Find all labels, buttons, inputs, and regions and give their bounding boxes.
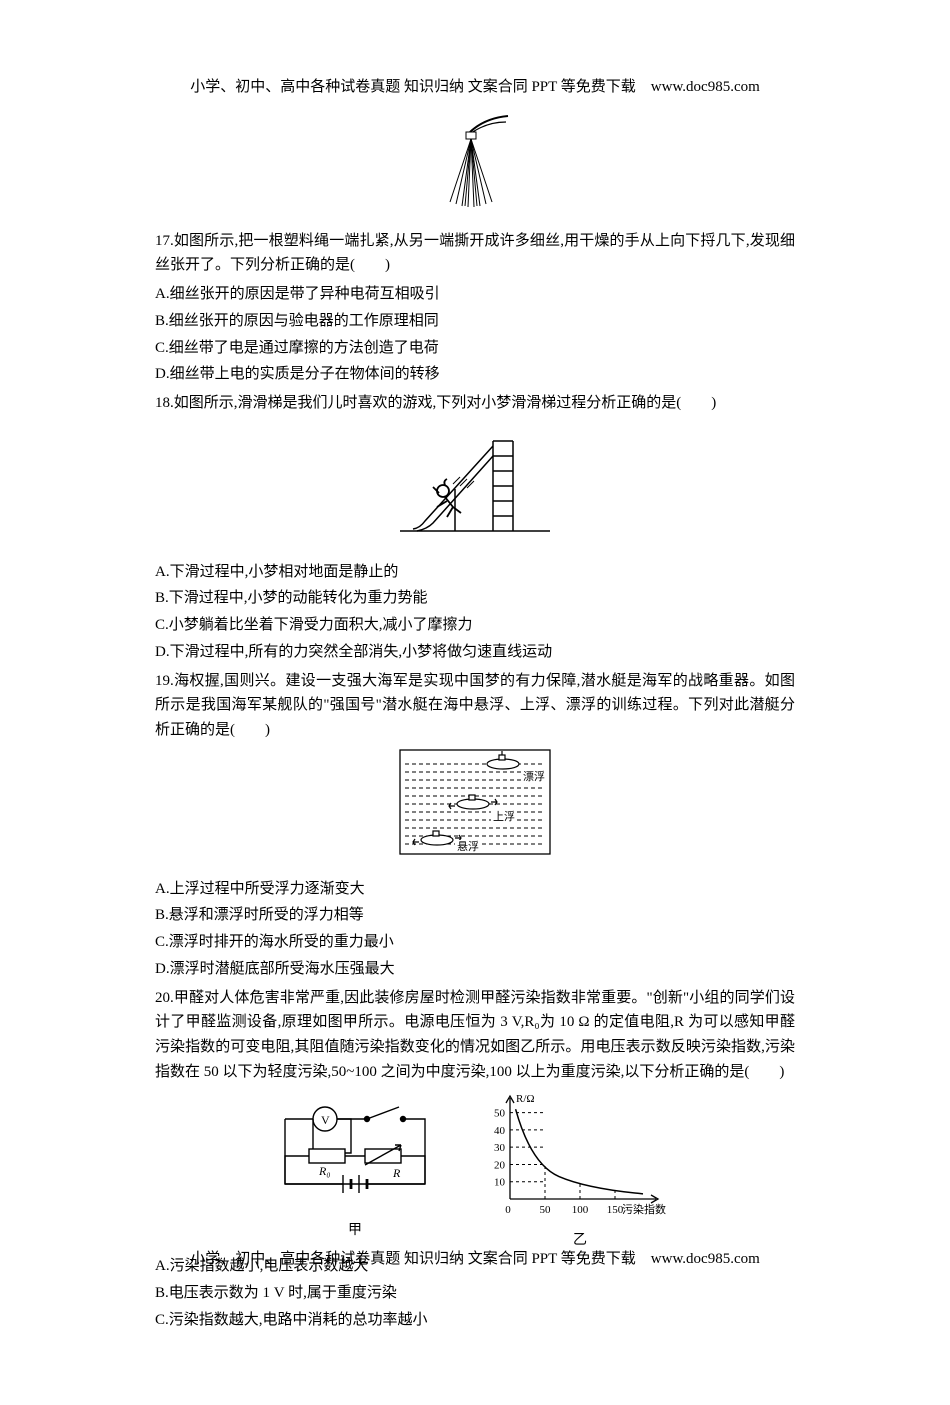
sub-label-piao: 漂浮: [523, 770, 545, 783]
q20-stem: 20.甲醛对人体危害非常严重,因此装修房屋时检测甲醛污染指数非常重要。"创新"小…: [155, 986, 795, 1085]
svg-text:30: 30: [494, 1142, 506, 1154]
sub-label-shang: 上浮: [493, 810, 515, 823]
q18-opt-c: C.小梦躺着比坐着下滑受力面积大,减小了摩擦力: [155, 613, 795, 638]
svg-text:100: 100: [572, 1204, 589, 1216]
q17-stem: 17.如图所示,把一根塑料绳一端扎紧,从另一端撕开成许多细丝,用干燥的手从上向下…: [155, 229, 795, 279]
slide-svg: [395, 421, 555, 541]
q17-opt-d: D.细丝带上电的实质是分子在物体间的转移: [155, 362, 795, 387]
q19-opt-c: C.漂浮时排开的海水所受的重力最小: [155, 930, 795, 955]
svg-text:50: 50: [494, 1107, 506, 1119]
circuit-caption: 甲: [265, 1219, 445, 1242]
q18-stem: 18.如图所示,滑滑梯是我们儿时喜欢的游戏,下列对小梦滑滑梯过程分析正确的是( …: [155, 391, 795, 416]
page-header: 小学、初中、高中各种试卷真题 知识归纳 文案合同 PPT 等免费下载 www.d…: [155, 75, 795, 100]
q19-figure: 漂浮 上浮 悬浮: [155, 748, 795, 867]
brush-svg: [430, 110, 520, 210]
q18-figure: [155, 421, 795, 550]
q18-opt-b: B.下滑过程中,小梦的动能转化为重力势能: [155, 586, 795, 611]
svg-text:10: 10: [494, 1176, 506, 1188]
q17-figure: [155, 110, 795, 219]
voltmeter-label: V: [321, 1113, 330, 1127]
q18-opt-a: A.下滑过程中,小梦相对地面是静止的: [155, 560, 795, 585]
q19-opt-a: A.上浮过程中所受浮力逐渐变大: [155, 877, 795, 902]
q20-circuit: V R₀ R 甲: [265, 1089, 445, 1243]
r-label: R: [392, 1166, 401, 1180]
q19-opt-d: D.漂浮时潜艇底部所受海水压强最大: [155, 957, 795, 982]
q20-opt-b: B.电压表示数为 1 V 时,属于重度污染: [155, 1281, 795, 1306]
svg-text:0: 0: [505, 1204, 511, 1216]
q20-figures: V R₀ R 甲 1020304050050100150R/Ω污染指数 乙: [155, 1089, 795, 1253]
svg-text:R/Ω: R/Ω: [516, 1093, 535, 1105]
q19-stem: 19.海权握,国则兴。建设一支强大海军是实现中国梦的有力保障,潜水艇是海军的战略…: [155, 669, 795, 743]
submarine-svg: 漂浮 上浮 悬浮: [395, 748, 555, 858]
svg-text:50: 50: [540, 1204, 552, 1216]
svg-text:污染指数: 污染指数: [622, 1202, 666, 1216]
svg-text:40: 40: [494, 1124, 506, 1136]
q18-opt-d: D.下滑过程中,所有的力突然全部消失,小梦将做匀速直线运动: [155, 640, 795, 665]
svg-text:20: 20: [494, 1159, 506, 1171]
page-footer: 小学、初中、高中各种试卷真题 知识归纳 文案合同 PPT 等免费下载 www.d…: [0, 1247, 950, 1272]
q17-opt-c: C.细丝带了电是通过摩擦的方法创造了电荷: [155, 336, 795, 361]
sub-label-xuan: 悬浮: [457, 840, 479, 853]
q17-opt-b: B.细丝张开的原因与验电器的工作原理相同: [155, 309, 795, 334]
r0-label: R₀: [318, 1164, 331, 1178]
q17-opt-a: A.细丝张开的原因是带了异种电荷互相吸引: [155, 282, 795, 307]
q19-opt-b: B.悬浮和漂浮时所受的浮力相等: [155, 903, 795, 928]
q20-opt-c: C.污染指数越大,电路中消耗的总功率越小: [155, 1308, 795, 1333]
q20-chart: 1020304050050100150R/Ω污染指数 乙: [475, 1089, 685, 1253]
